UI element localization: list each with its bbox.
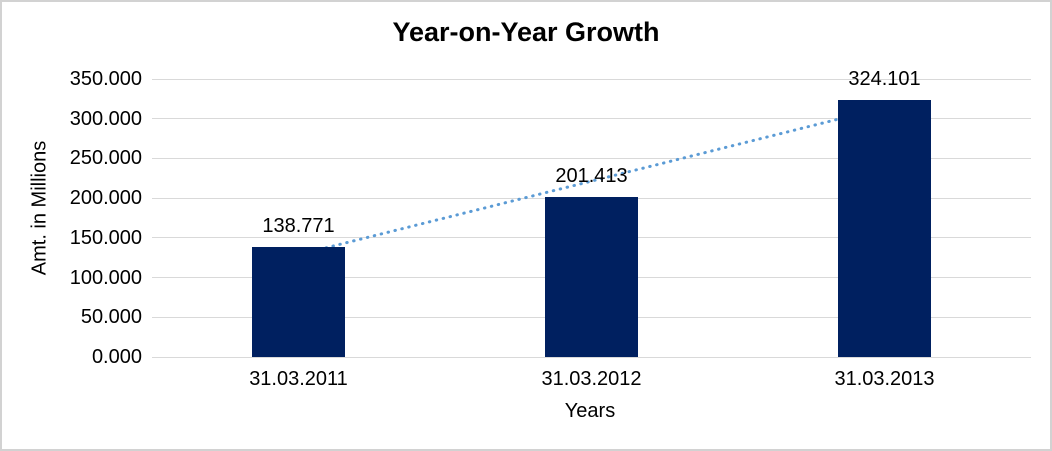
y-tick-label: 200.000 (69, 187, 142, 210)
bar (545, 197, 638, 357)
x-tick-label: 31.03.2013 (834, 368, 935, 390)
plot-area: 138.771 201.413 324.101 (152, 68, 1031, 358)
x-tick-label: 31.03.2012 (541, 368, 642, 390)
gridline (152, 356, 1031, 358)
x-axis-title: Years (564, 400, 616, 422)
bar-value-label: 138.771 (262, 214, 335, 237)
y-tick-label: 300.000 (69, 107, 142, 130)
y-tick-label: 250.000 (69, 147, 142, 170)
y-tick-label: 0.000 (91, 346, 142, 368)
chart-title: Year-on-Year Growth (392, 17, 660, 47)
y-tick-label: 100.000 (69, 266, 142, 289)
y-tick-label: 350.000 (69, 68, 142, 90)
gridline (152, 78, 1031, 80)
x-tick-label: 31.03.2011 (249, 368, 348, 390)
y-tick-label: 50.000 (80, 306, 142, 329)
bar (838, 99, 931, 357)
bar (252, 246, 345, 357)
bar-value-label: 324.101 (848, 67, 921, 90)
y-tick-label: 150.000 (69, 226, 142, 249)
bar-value-label: 201.413 (555, 165, 628, 188)
